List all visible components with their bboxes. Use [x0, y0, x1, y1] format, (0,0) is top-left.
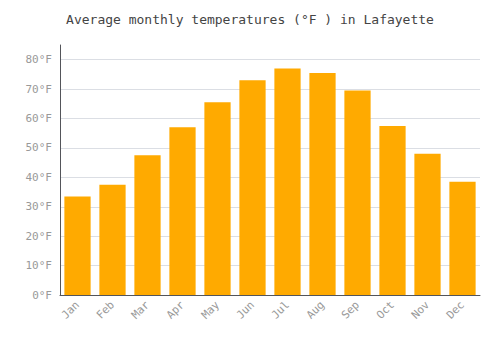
svg-text:Average monthly temperatures (: Average monthly temperatures (°F ) in La…	[66, 12, 434, 27]
svg-text:70°F: 70°F	[26, 83, 53, 96]
svg-text:80°F: 80°F	[26, 53, 53, 66]
svg-text:Jan: Jan	[59, 298, 82, 321]
svg-text:10°F: 10°F	[26, 259, 53, 272]
svg-text:0°F: 0°F	[32, 289, 52, 302]
svg-text:Jul: Jul	[269, 298, 292, 321]
svg-text:Oct: Oct	[374, 298, 397, 321]
svg-text:Feb: Feb	[94, 298, 117, 321]
svg-text:60°F: 60°F	[26, 112, 53, 125]
svg-text:Nov: Nov	[409, 298, 432, 321]
svg-text:Mar: Mar	[129, 298, 152, 321]
svg-text:20°F: 20°F	[26, 230, 53, 243]
svg-text:Aug: Aug	[304, 298, 327, 321]
svg-text:30°F: 30°F	[26, 200, 53, 213]
svg-text:50°F: 50°F	[26, 141, 53, 154]
svg-text:Jun: Jun	[234, 298, 257, 321]
svg-text:40°F: 40°F	[26, 171, 53, 184]
svg-text:Sep: Sep	[339, 298, 362, 321]
svg-text:May: May	[199, 298, 222, 321]
svg-text:Dec: Dec	[444, 298, 467, 321]
svg-text:Apr: Apr	[164, 298, 187, 321]
